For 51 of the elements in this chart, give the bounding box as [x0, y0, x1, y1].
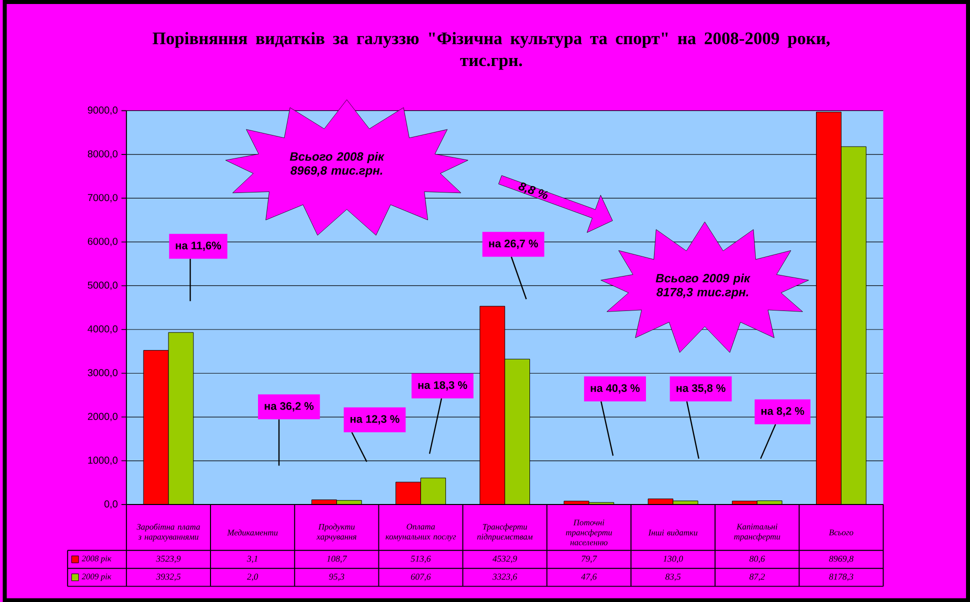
data-label: 513,6: [410, 556, 431, 563]
data-label: 95,3: [329, 574, 344, 581]
y-tick-label: 0,0: [104, 500, 118, 509]
y-tick-label: 4000,0: [88, 325, 118, 334]
annotation: на 12,3 %: [350, 415, 400, 424]
data-label: 3523,9: [156, 556, 181, 563]
x-tick-label: Заробітна плата з нарахуваннями: [136, 523, 200, 542]
data-label: 3,1: [246, 556, 258, 563]
y-tick-label: 8000,0: [88, 150, 118, 158]
annotation: на 35,8 %: [676, 384, 726, 394]
annotation: Всього 2008 рік 8969,8 тис.грн.: [290, 152, 384, 177]
data-label: 2,0: [246, 574, 258, 581]
x-tick-label: Поточні трансферти населенню: [566, 520, 612, 546]
annotation: на 40,3 %: [590, 384, 640, 394]
data-label: 8178,3: [829, 574, 854, 581]
y-tick-label: 3000,0: [88, 369, 118, 378]
data-label: 607,6: [411, 574, 431, 581]
x-tick-label: Продукти харчування: [316, 524, 356, 542]
annotation: 8,8 %: [518, 182, 548, 199]
y-tick-label: 9000,0: [88, 106, 118, 115]
annotation: на 8,2 %: [761, 407, 804, 416]
annotation: на 26,7 %: [489, 240, 538, 249]
data-label: 3932,5: [156, 574, 181, 581]
x-tick-label: Капітальні трансферти: [734, 524, 780, 542]
x-tick-label: Медикаменти: [227, 529, 278, 536]
data-label: 4532,9: [492, 556, 518, 563]
data-label: 83,5: [665, 574, 681, 581]
y-tick-label: 6000,0: [88, 238, 118, 246]
legend-label: 2009 рік: [82, 574, 112, 581]
x-tick-label: Трансферти підприємствам: [477, 524, 533, 542]
data-label: 79,7: [582, 556, 598, 563]
y-tick-label: 7000,0: [88, 194, 118, 202]
data-label: 108,7: [326, 556, 348, 563]
x-tick-label: Інші видатки: [648, 529, 698, 536]
y-tick-label: 5000,0: [88, 281, 118, 290]
data-label: 47,6: [581, 574, 597, 581]
chart-title: Порівняння видатків за галуззю "Фізична культура та спорт" на 2008-2009 роки, тис.грн.: [152, 32, 830, 70]
y-tick-label: 1000,0: [88, 456, 118, 465]
y-tick-label: 2000,0: [88, 412, 118, 422]
legend-label: 2008 рік: [82, 556, 112, 563]
data-label: 8969,8: [829, 556, 854, 563]
annotation: Всього 2009 рік 8178,3 тис.грн.: [656, 273, 750, 299]
annotation: на 36,2 %: [264, 402, 314, 412]
annotation: на 11,6%: [176, 241, 222, 251]
data-label: 80,6: [749, 556, 765, 563]
annotation: на 18,3 %: [418, 381, 468, 390]
x-tick-label: Всього: [828, 530, 854, 536]
data-label: 3323,6: [492, 574, 518, 581]
x-tick-label: Оплата комунальних послуг: [386, 524, 456, 542]
data-label: 87,2: [749, 574, 765, 581]
data-label: 130,0: [663, 556, 684, 563]
